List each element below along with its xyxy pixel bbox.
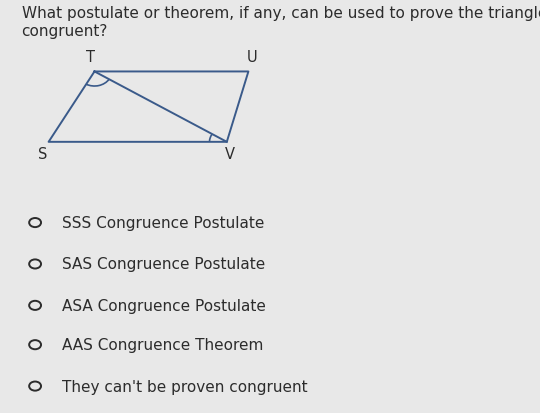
Text: AAS Congruence Theorem: AAS Congruence Theorem (62, 337, 264, 352)
Text: V: V (225, 147, 235, 162)
Text: S: S (38, 147, 48, 162)
Text: What postulate or theorem, if any, can be used to prove the triangles: What postulate or theorem, if any, can b… (22, 6, 540, 21)
Text: U: U (247, 50, 257, 65)
Text: They can't be proven congruent: They can't be proven congruent (62, 379, 308, 394)
Text: T: T (86, 50, 96, 65)
Text: SAS Congruence Postulate: SAS Congruence Postulate (62, 257, 265, 272)
Text: congruent?: congruent? (22, 24, 108, 39)
Text: SSS Congruence Postulate: SSS Congruence Postulate (62, 216, 265, 230)
Text: ASA Congruence Postulate: ASA Congruence Postulate (62, 298, 266, 313)
